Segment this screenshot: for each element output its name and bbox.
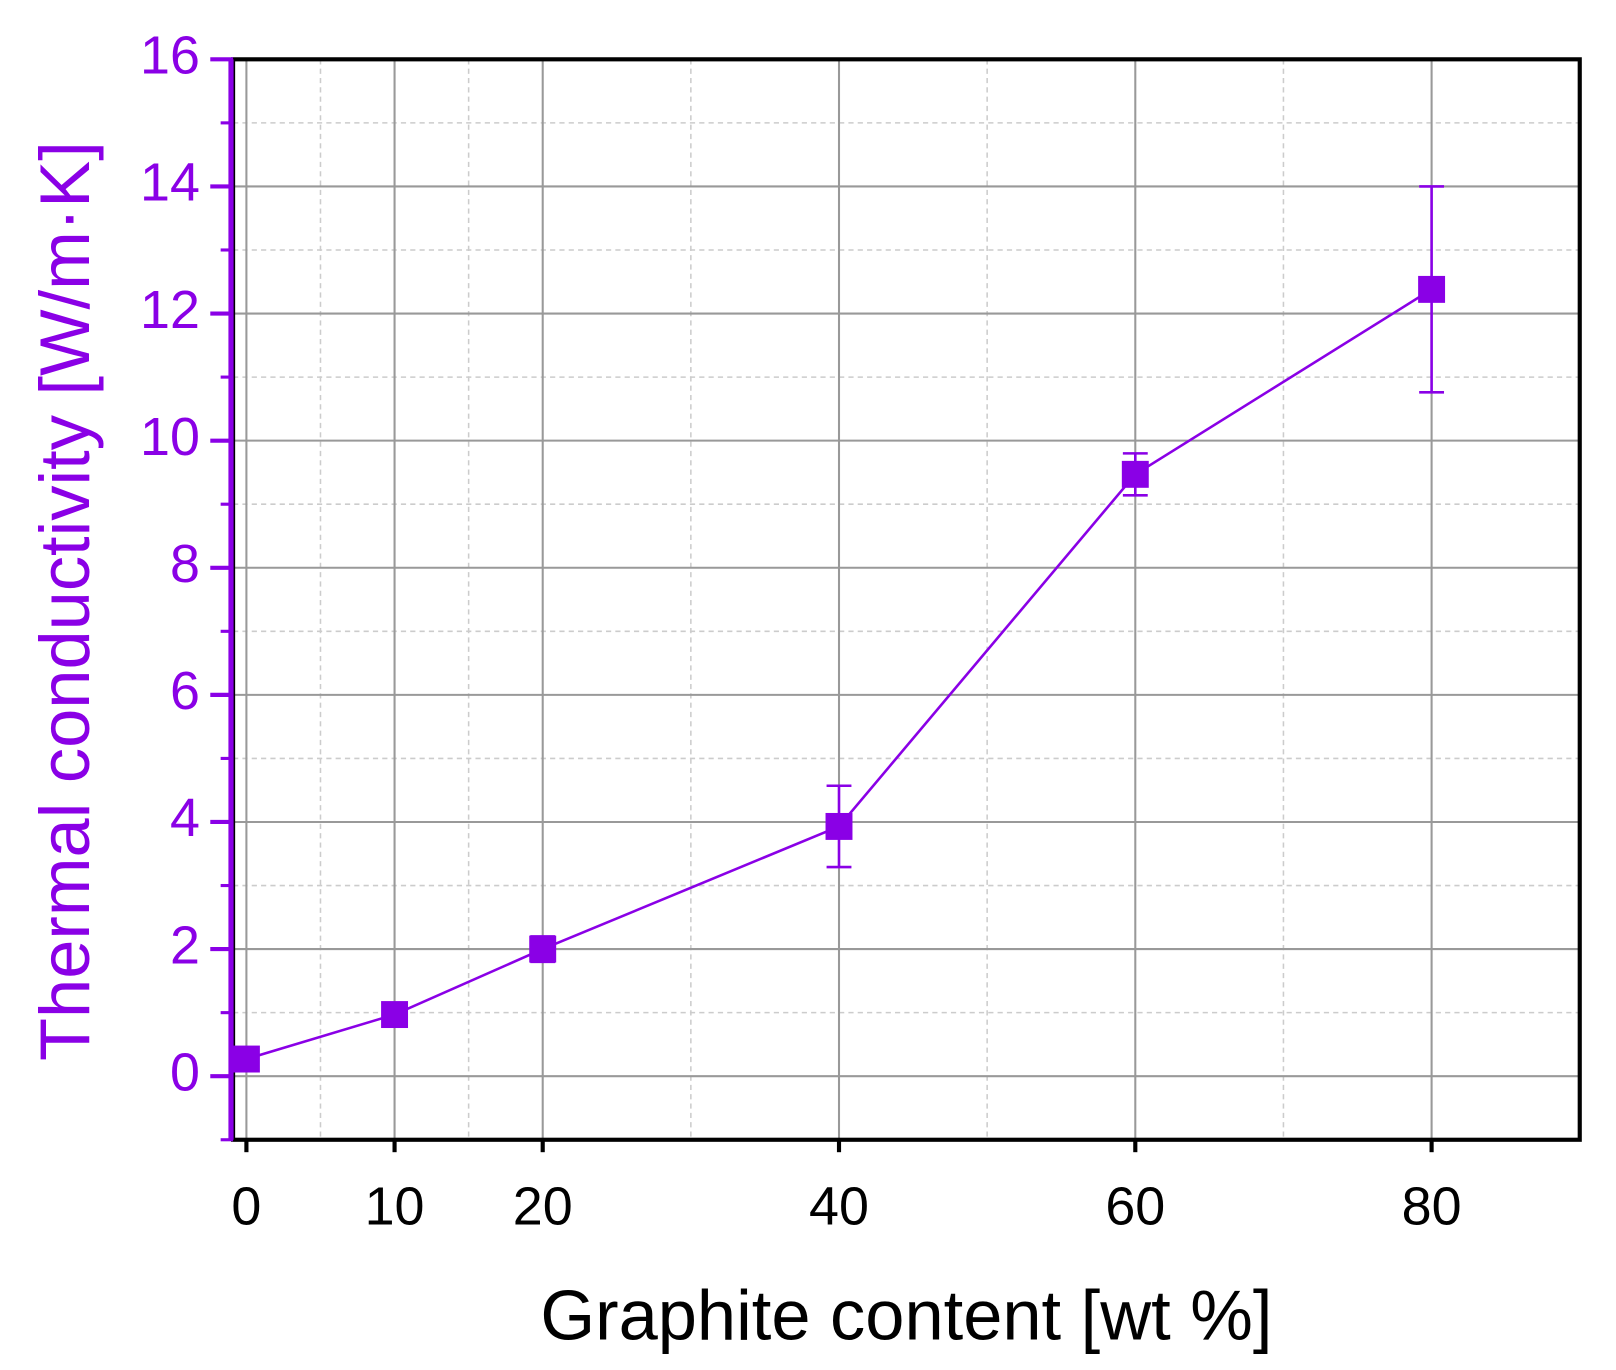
marker (381, 1001, 409, 1029)
x-tick-label: 80 (1402, 1176, 1462, 1236)
x-tick-label: 60 (1105, 1176, 1165, 1236)
marker (529, 935, 557, 963)
y-tick-label: 12 (140, 280, 200, 340)
x-axis-title: Graphite content [wt %] (540, 1276, 1272, 1355)
x-tick-label: 10 (365, 1176, 425, 1236)
data-line (246, 288, 1433, 1061)
plot-frame (231, 57, 1582, 1142)
y-tick-label: 2 (170, 915, 200, 975)
x-tick-label: 40 (809, 1176, 869, 1236)
marker (1121, 460, 1149, 488)
y-tick-label: 14 (140, 153, 200, 213)
y-tick-label: 10 (140, 407, 200, 467)
y-tick-label: 16 (140, 26, 200, 86)
marker (1418, 275, 1446, 303)
y-tick-label: 0 (170, 1042, 200, 1102)
y-tick-label: 8 (170, 534, 200, 594)
marker (825, 812, 853, 840)
x-tick-label: 20 (513, 1176, 573, 1236)
x-tick-label: 0 (231, 1176, 261, 1236)
y-tick-label: 4 (170, 788, 200, 848)
y-tick-label: 6 (170, 661, 200, 721)
marker (232, 1045, 260, 1073)
y-axis-title: Thermal conductivity [W/m·K] (25, 141, 104, 1061)
